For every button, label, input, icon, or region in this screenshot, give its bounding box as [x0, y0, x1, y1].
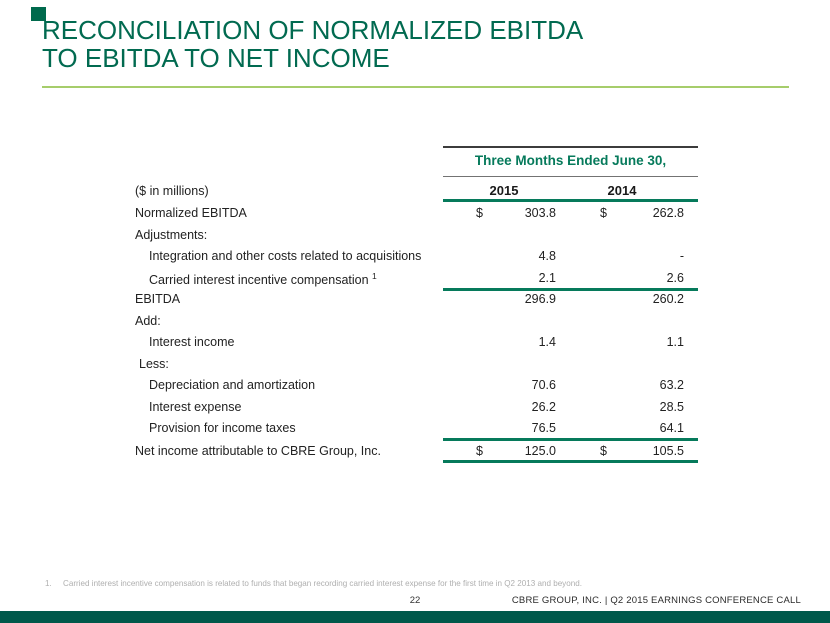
- dollar-sign: $: [600, 206, 607, 220]
- table-green-rule: [443, 199, 698, 202]
- footer-bar: [0, 611, 830, 623]
- dollar-sign: $: [476, 444, 483, 458]
- value-2015: 70.6: [531, 378, 556, 392]
- footer-company-text: CBRE GROUP, INC. | Q2 2015 EARNINGS CONF…: [511, 595, 801, 606]
- table-row: Provision for income taxes 76.5 64.1: [0, 421, 830, 437]
- value-2014: 2.6: [666, 271, 684, 285]
- value-2014-cell: 1.1: [600, 335, 684, 349]
- row-label: Adjustments:: [135, 228, 208, 242]
- row-label: Integration and other costs related to a…: [149, 249, 422, 263]
- value-2015-cell: 296.9: [476, 292, 556, 306]
- value-2014-cell: 2.6: [600, 271, 684, 285]
- page-number: 22: [409, 595, 421, 606]
- table-top-rule: [443, 146, 698, 148]
- value-2015: 1.4: [538, 335, 556, 349]
- value-2014-cell: 64.1: [600, 421, 684, 435]
- value-2014: 28.5: [659, 400, 684, 414]
- units-label: ($ in millions): [135, 184, 209, 198]
- row-label: Normalized EBITDA: [135, 206, 247, 220]
- title-divider: [42, 86, 789, 88]
- value-2015: 26.2: [531, 400, 556, 414]
- table-row: Net income attributable to CBRE Group, I…: [0, 444, 830, 460]
- value-2015: 303.8: [524, 206, 556, 220]
- value-2014-cell: 63.2: [600, 378, 684, 392]
- value-2014: -: [679, 249, 684, 263]
- value-2014-cell: $105.5: [600, 444, 684, 458]
- value-2015: 2.1: [538, 271, 556, 285]
- value-2015-cell: 70.6: [476, 378, 556, 392]
- brand-square: [31, 7, 46, 21]
- footnote-text: Carried interest incentive compensation …: [63, 578, 582, 588]
- value-2014-cell: 260.2: [600, 292, 684, 306]
- value-2015-cell: $125.0: [476, 444, 556, 458]
- column-header-2015: 2015: [489, 183, 519, 198]
- footnote-number: 1.: [45, 578, 52, 588]
- table-row: Carried interest incentive compensation …: [0, 271, 830, 287]
- row-label: Carried interest incentive compensation: [149, 273, 369, 288]
- value-2015-cell: 4.8: [476, 249, 556, 263]
- value-2015: 4.8: [538, 249, 556, 263]
- page-title-line1: RECONCILIATION OF NORMALIZED EBITDA: [42, 15, 584, 45]
- dollar-sign: $: [476, 206, 483, 220]
- value-2014: 262.8: [652, 206, 684, 220]
- table-row: Add:: [0, 314, 830, 330]
- table-row: EBITDA 296.9 260.2: [0, 292, 830, 308]
- table-green-rule: [443, 438, 698, 441]
- row-label: Less:: [139, 357, 169, 371]
- value-2014: 105.5: [652, 444, 684, 458]
- table-row: Integration and other costs related to a…: [0, 249, 830, 265]
- value-2014: 260.2: [652, 292, 684, 306]
- table-row: Depreciation and amortization 70.6 63.2: [0, 378, 830, 394]
- value-2015: 125.0: [524, 444, 556, 458]
- table-row: Interest income 1.4 1.1: [0, 335, 830, 351]
- table-green-rule: [443, 460, 698, 463]
- page-title-line2: TO EBITDA TO NET INCOME: [42, 43, 390, 73]
- table-green-rule: [443, 288, 698, 291]
- table-row: Less:: [0, 357, 830, 373]
- row-label: Interest income: [149, 335, 235, 349]
- value-2014-cell: -: [600, 249, 684, 263]
- row-label: Depreciation and amortization: [149, 378, 316, 392]
- row-label: EBITDA: [135, 292, 181, 306]
- value-2015-cell: 76.5: [476, 421, 556, 435]
- value-2014: 64.1: [659, 421, 684, 435]
- row-label: Provision for income taxes: [149, 421, 296, 435]
- period-header: Three Months Ended June 30,: [474, 153, 667, 168]
- value-2015-cell: 2.1: [476, 271, 556, 285]
- value-2014: 63.2: [659, 378, 684, 392]
- table-row: Interest expense 26.2 28.5: [0, 400, 830, 416]
- value-2015-cell: 1.4: [476, 335, 556, 349]
- value-2014-cell: 28.5: [600, 400, 684, 414]
- value-2015-cell: $303.8: [476, 206, 556, 220]
- table-row: Normalized EBITDA $303.8 $262.8: [0, 206, 830, 222]
- dollar-sign: $: [600, 444, 607, 458]
- table-row: Adjustments:: [0, 228, 830, 244]
- row-label: Interest expense: [149, 400, 242, 414]
- row-label: Add:: [135, 314, 161, 328]
- column-header-2014: 2014: [607, 183, 637, 198]
- value-2014: 1.1: [666, 335, 684, 349]
- value-2015: 76.5: [531, 421, 556, 435]
- value-2015: 296.9: [524, 292, 556, 306]
- footnote-ref: 1: [372, 271, 377, 281]
- value-2015-cell: 26.2: [476, 400, 556, 414]
- page-title: RECONCILIATION OF NORMALIZED EBITDA TO E…: [42, 16, 812, 72]
- footnote: 1. Carried interest incentive compensatio…: [45, 578, 767, 588]
- table-mid-rule: [443, 176, 698, 177]
- value-2014-cell: $262.8: [600, 206, 684, 220]
- row-label: Net income attributable to CBRE Group, I…: [135, 444, 381, 458]
